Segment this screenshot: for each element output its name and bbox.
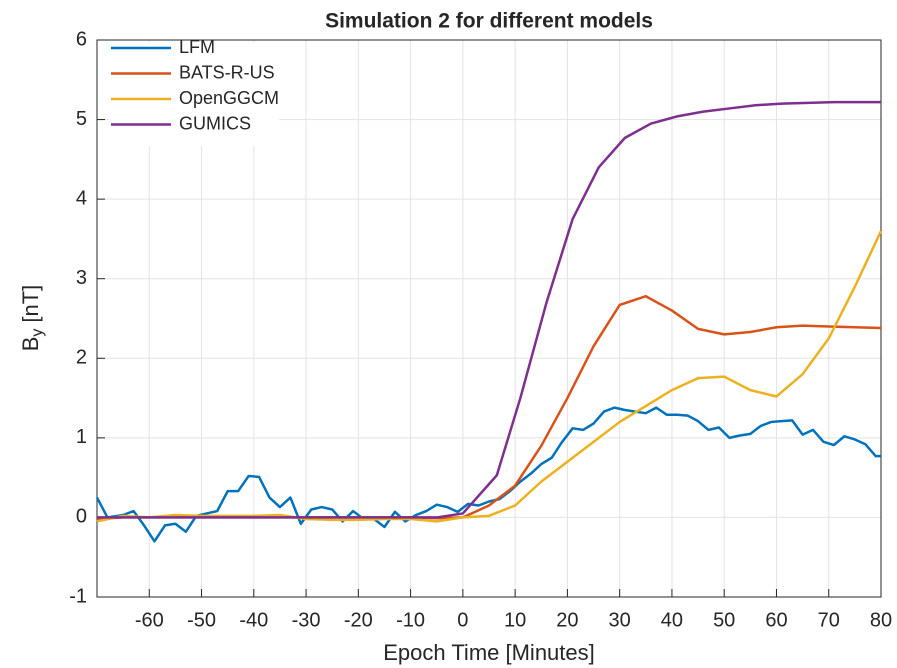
y-label-base: B [18,337,43,352]
x-tick-label: -30 [292,609,321,631]
x-tick-label: 40 [661,609,683,631]
x-axis-label: Epoch Time [Minutes] [383,640,595,665]
y-tick-label: 0 [76,506,87,528]
x-tick-label: 80 [870,609,892,631]
legend-label: GUMICS [179,113,251,133]
x-tick-label: -10 [396,609,425,631]
y-label-unit: [nT] [18,285,43,323]
y-tick-label: 4 [76,187,87,209]
x-tick-label: 0 [457,609,468,631]
series-line [96,230,883,523]
chart-title: Simulation 2 for different models [325,10,653,33]
x-tick-label: 70 [818,609,840,631]
legend-label: OpenGGCM [179,88,279,108]
x-tick-label: 30 [609,609,631,631]
series-line [97,100,881,519]
y-tick-label: -1 [69,585,87,607]
x-tick-label: -20 [344,609,373,631]
x-tick-label: 50 [713,609,735,631]
legend-box [109,42,279,146]
y-tick-label: 5 [76,108,87,130]
legend-label: LFM [179,37,215,57]
y-tick-label: 3 [76,267,87,289]
y-tick-label: 2 [76,347,87,369]
legend-label: BATS-R-US [179,62,275,82]
x-tick-label: -40 [239,609,268,631]
x-tick-label: 20 [556,609,578,631]
axes-box [96,39,882,598]
y-tick-label: 6 [76,28,87,50]
x-tick-label: 60 [765,609,787,631]
y-axis-label: By [nT] [18,285,46,352]
x-tick-label: -50 [187,609,216,631]
x-tick-label: -60 [135,609,164,631]
x-tick-label: 10 [504,609,526,631]
y-tick-label: 1 [76,426,87,448]
y-label-sub: y [29,329,46,337]
